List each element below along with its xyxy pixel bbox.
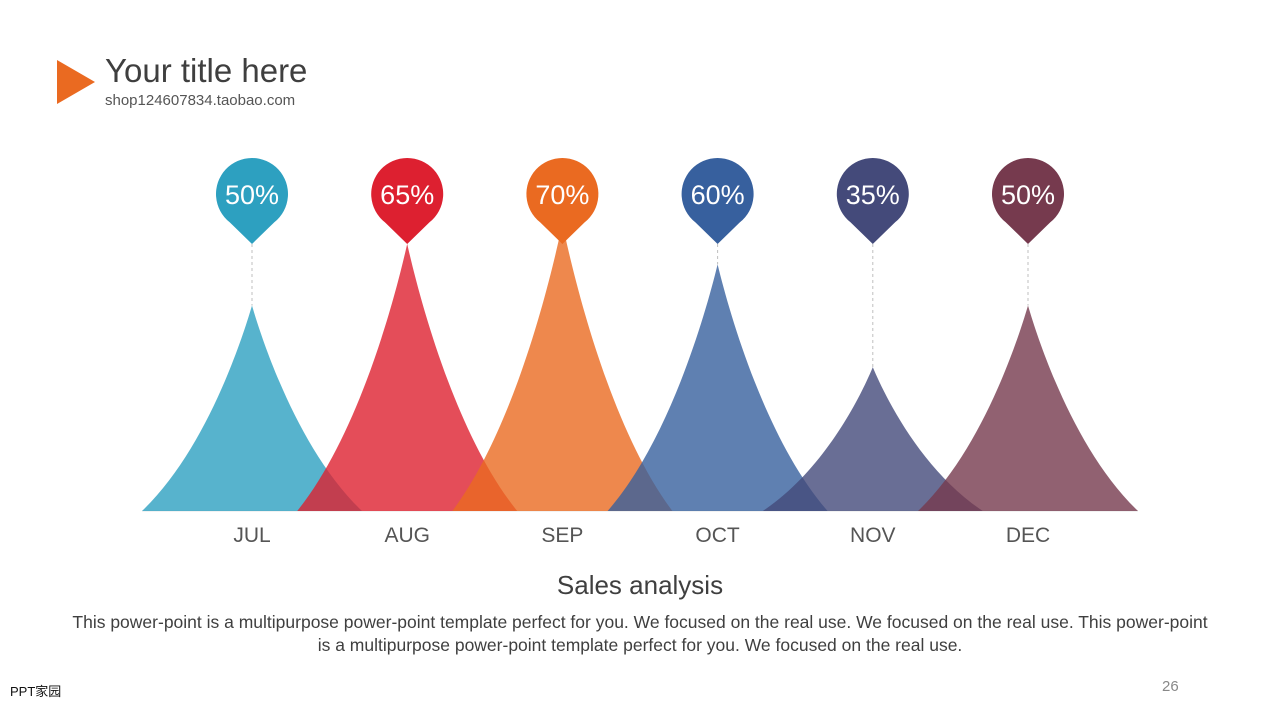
data-label-nov: 35% — [846, 180, 900, 210]
play-arrow-icon — [57, 60, 95, 104]
page-title: Your title here — [105, 52, 308, 89]
data-label-aug: 65% — [380, 180, 434, 210]
pin-marker-dec — [991, 157, 1064, 244]
pin-marker-aug — [371, 158, 444, 244]
page-subtitle: shop124607834.taobao.com — [105, 92, 296, 109]
description-title: Sales analysis — [556, 570, 724, 600]
category-label-nov: NOV — [850, 524, 896, 547]
category-label-aug: AUG — [384, 524, 430, 547]
data-label-sep: 70% — [535, 180, 589, 210]
sales-chart: 50% JUL 65% AUG 70% SEP 60% OCT 35% NOV 50% DEC — [142, 157, 1138, 547]
category-label-dec: DEC — [1006, 524, 1050, 547]
page-number: 26 — [1162, 678, 1179, 695]
peak-dec — [918, 305, 1138, 511]
pin-marker-oct — [681, 158, 754, 244]
category-label-oct: OCT — [695, 524, 740, 547]
category-label-jul: JUL — [233, 524, 270, 547]
peak-nov — [762, 367, 983, 511]
category-label-sep: SEP — [541, 524, 583, 547]
pin-marker-sep — [526, 158, 599, 244]
footer-logo: PPT家园 — [10, 684, 62, 699]
data-label-jul: 50% — [225, 180, 279, 210]
data-label-oct: 60% — [691, 180, 745, 210]
peak-oct — [607, 264, 828, 511]
peak-aug — [297, 243, 518, 511]
data-label-dec: 50% — [1001, 180, 1055, 210]
description-body: This power-point is a multipurpose power… — [72, 612, 1208, 655]
pin-marker-jul — [215, 158, 288, 244]
peak-sep — [452, 223, 673, 512]
pin-marker-nov — [836, 158, 909, 244]
peak-jul — [142, 305, 362, 511]
